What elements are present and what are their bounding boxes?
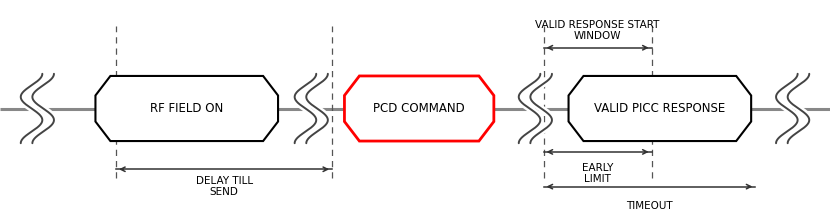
- Text: VALID PICC RESPONSE: VALID PICC RESPONSE: [594, 102, 725, 115]
- Text: EARLY
LIMIT: EARLY LIMIT: [582, 163, 613, 184]
- Polygon shape: [95, 76, 278, 141]
- Text: VALID RESPONSE START
WINDOW: VALID RESPONSE START WINDOW: [535, 20, 660, 41]
- Text: DELAY TILL
SEND: DELAY TILL SEND: [196, 176, 252, 197]
- Text: TIMEOUT: TIMEOUT: [626, 201, 672, 211]
- Text: PCD COMMAND: PCD COMMAND: [374, 102, 465, 115]
- Text: RF FIELD ON: RF FIELD ON: [150, 102, 223, 115]
- Polygon shape: [569, 76, 751, 141]
- Polygon shape: [344, 76, 494, 141]
